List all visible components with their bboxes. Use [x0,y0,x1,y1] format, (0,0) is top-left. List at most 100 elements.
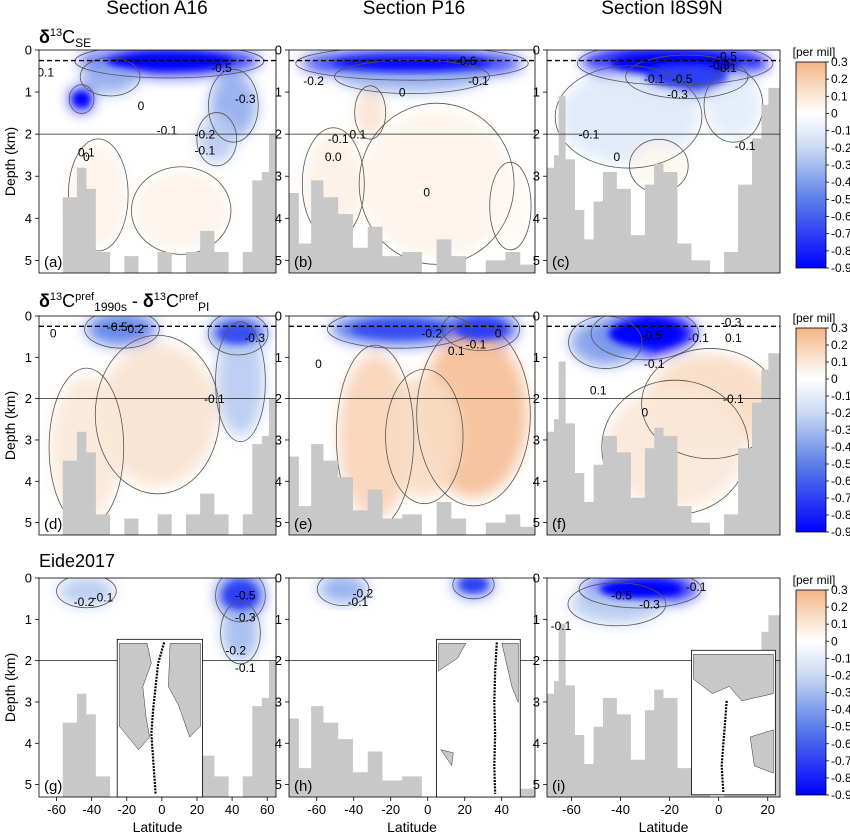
colorbar-tick-label: -0.3 [831,158,850,172]
contour-label: 0.1 [78,146,95,160]
colorbar-unit: [per mil] [793,45,836,59]
contour-line [56,578,117,609]
value-patch [221,604,260,661]
contour-label: -0.2 [195,128,216,142]
plot-frame [38,49,277,274]
colorbar-tick-label: -0.3 [831,686,850,700]
colorbar-tick-label: -0.6 [831,737,850,751]
y-tick-label: 3 [275,169,282,184]
colorbar-tick-label: -0.7 [831,227,850,241]
contour-label: 0 [642,405,649,419]
colorbar-tick-label: -0.6 [831,474,850,488]
colorbar-tick-label: -0.3 [831,423,850,437]
panel-letter: (b) [294,254,312,271]
column-title-a16: Section A16 [106,0,207,19]
panel-c: -0.5-0.3-0.1 -0.5-0.3-0.1-0.1-0.10012345(… [533,43,781,274]
colorbar-tick-label: 0.2 [831,338,848,352]
colorbar-tick-label: 0 [831,634,838,648]
landmass [438,643,467,672]
bathymetry [547,58,780,273]
contour-label: -0.2 [123,322,144,336]
x-tick-label: 20 [761,802,775,817]
contour-line [196,112,238,167]
contour-label: -0.2 [225,643,246,657]
value-patch [318,578,368,604]
contour-label: 0 [495,327,502,341]
x-tick-label: 60 [260,802,274,817]
y-tick-label: 4 [25,211,32,226]
panel-d: 0 -0.5-0.2 -0.3 -0.1 0 1 2 3 4 5 Depth (km) (d) [2,309,277,536]
colorbar-tick-label: -0.6 [831,210,850,224]
contour-lines [326,316,531,529]
y-tick-label: 2 [275,391,282,406]
surface-core [351,319,448,339]
y-tick-label: 0 [25,571,32,586]
contour-label: -0.3 [244,331,265,345]
y-tick-label: 0 [275,43,282,58]
y-tick-label: 5 [25,777,32,792]
y-tick-label: 0 [533,43,540,58]
heatmap-field: -0.5 -0.3 -0.1 0.1 -0.1 0 0.1 -0.1 [547,316,780,535]
contour-line [67,138,129,252]
colorbar-gradient [795,61,827,269]
contour-line [220,601,261,665]
panel-a: -0.1 -0.5-0.30-0.1 -0.2-0.10.10012345Depth… [2,43,277,274]
contour-label: -0.1 [688,331,709,345]
colorbar-tick-label: 0.1 [831,89,848,103]
panel-e: -0.2 -0.10.1 0 0 0 1 2 3 4 5 (e) [275,309,536,536]
value-patch [362,110,511,257]
contour-line [489,161,532,251]
colorbar-tick-label: 0.3 [831,55,848,69]
panel-letter: (h) [294,778,312,795]
panel-letter: (i) [552,778,565,795]
contour-label: -0.2 [303,74,324,88]
bathymetry [289,706,535,797]
contour-label: -0.3 [235,610,256,624]
colorbar-tick-label: -0.2 [831,668,850,682]
value-patch [81,59,139,94]
contour-label: -0.1 [644,72,665,86]
y-tick-label: 4 [533,474,540,489]
heatmap-field: -0.1 -0.5-0.30-0.1 -0.2-0.10.10 [39,50,276,273]
colorbar-tick-label: -0.5 [831,720,850,734]
plot-frame [546,49,781,274]
landmass [749,729,774,774]
x-tick-label: -40 [611,802,630,817]
y-tick-label: 0 [533,309,540,324]
contour-label: -0.3 [235,92,256,106]
x-tick-label: -60 [562,802,581,817]
contour-line [215,321,266,443]
colorbar-tick-label: -0.8 [831,771,850,785]
contour-label: -0.1 [686,580,707,594]
contour-line [554,65,703,169]
colorbar-tick-label: 0.3 [831,321,848,335]
x-axis-label: Latitude [133,819,183,834]
contour-lines [567,578,702,627]
y-axis-label: Depth (km) [2,653,18,722]
contour-line [452,578,495,600]
contour-label: -0.1 [723,392,744,406]
contour-label: -0.1 [644,357,665,371]
x-tick-label: -60 [307,802,326,817]
contour-label: -0.1 [328,132,349,146]
contour-line [215,578,266,623]
contour-label: -0.1 [348,595,369,609]
y-tick-label: 4 [25,736,32,751]
contour-label: -0.5 [107,320,128,334]
x-tick-label: -20 [381,802,400,817]
plot-frame [288,577,536,798]
contour-label: -0.1 [204,392,225,406]
contour-label: -0.3 [667,88,688,102]
y-tick-label: 3 [25,169,32,184]
colorbar-tick-label: -0.7 [831,491,850,505]
plot-frame [288,315,536,536]
contour-line [316,578,370,606]
contour-label: 0.1 [350,128,367,142]
colorbar-tick-label: -0.2 [831,406,850,420]
x-tick-label: 0 [715,802,722,817]
colorbar-tick-label: -0.4 [831,703,850,717]
contour-line [131,166,232,255]
y-tick-label: 3 [275,432,282,447]
plot-frame [38,315,277,536]
